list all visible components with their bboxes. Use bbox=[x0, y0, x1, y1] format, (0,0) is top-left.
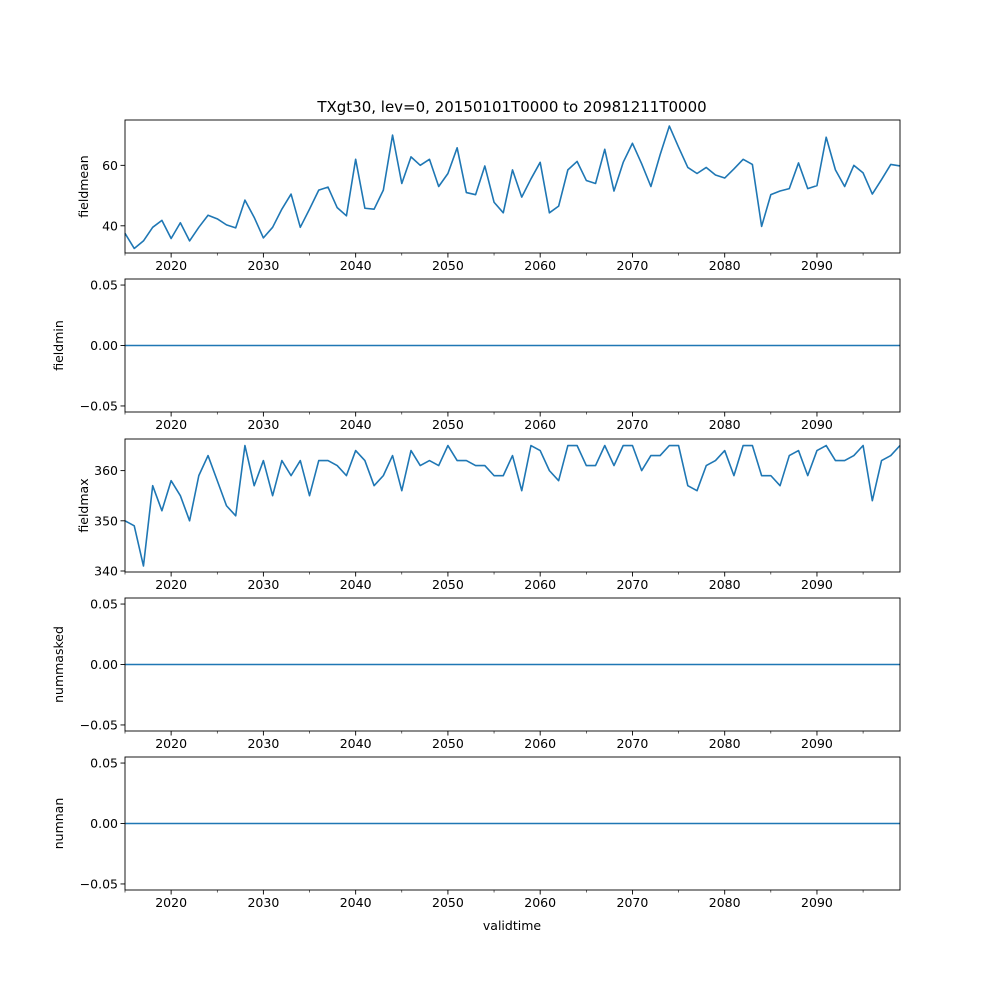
x-tick-label: 2080 bbox=[709, 895, 741, 910]
y-tick-label: 350 bbox=[94, 513, 118, 528]
x-tick-label: 2090 bbox=[801, 417, 833, 432]
series-line-fieldmean bbox=[124, 125, 901, 250]
panel-fieldmean: 2020 2030 2040 2050 2060 2070 2080 2090 40 60 fiel… bbox=[76, 119, 901, 273]
x-tick-label: 2050 bbox=[432, 577, 464, 592]
y-axis-label-fieldmin: fieldmin bbox=[51, 320, 66, 371]
y-tick-label: −0.05 bbox=[80, 717, 118, 732]
x-tick-label: 2060 bbox=[524, 417, 556, 432]
x-tick-label: 2070 bbox=[617, 895, 649, 910]
y-tick-label: 340 bbox=[94, 563, 118, 578]
x-tick-label: 2030 bbox=[247, 258, 279, 273]
x-tick-label: 2020 bbox=[155, 736, 187, 751]
x-tick-label: 2080 bbox=[709, 258, 741, 273]
axes-frame bbox=[124, 119, 901, 254]
y-tick-label: 0.00 bbox=[90, 338, 118, 353]
x-tick-label: 2030 bbox=[247, 577, 279, 592]
axes-frame bbox=[124, 438, 901, 573]
y-tick-label: 360 bbox=[94, 463, 118, 478]
y-axis-label-fieldmean: fieldmean bbox=[76, 155, 91, 217]
x-tick-label: 2050 bbox=[432, 417, 464, 432]
x-tick-label: 2040 bbox=[340, 736, 372, 751]
x-tick-label: 2070 bbox=[617, 736, 649, 751]
x-tick-label: 2030 bbox=[247, 736, 279, 751]
y-axis-label-fieldmax: fieldmax bbox=[76, 478, 91, 532]
x-tick-label: 2040 bbox=[340, 417, 372, 432]
x-tick-label: 2030 bbox=[247, 417, 279, 432]
x-tick-label: 2090 bbox=[801, 258, 833, 273]
x-tick-label: 2070 bbox=[617, 577, 649, 592]
x-tick-label: 2060 bbox=[524, 577, 556, 592]
x-tick-label: 2080 bbox=[709, 417, 741, 432]
y-tick-label: 0.05 bbox=[90, 597, 118, 612]
y-tick-label: −0.05 bbox=[80, 876, 118, 891]
panel-numnan: 2020 2030 2040 2050 2060 2070 2080 2090 −0.05 0.0… bbox=[51, 756, 901, 910]
series-line-fieldmax bbox=[124, 444, 901, 567]
y-tick-label: 0.00 bbox=[90, 816, 118, 831]
x-tick-label: 2080 bbox=[709, 577, 741, 592]
x-axis-label: validtime bbox=[483, 918, 541, 933]
y-tick-label: 0.05 bbox=[90, 756, 118, 771]
y-tick-label: 60 bbox=[102, 158, 118, 173]
panel-nummasked: 2020 2030 2040 2050 2060 2070 2080 2090 −0.05 0.0… bbox=[51, 597, 901, 751]
y-tick-label: 0.05 bbox=[90, 278, 118, 293]
y-tick-label: 40 bbox=[102, 218, 118, 233]
x-tick-label: 2090 bbox=[801, 736, 833, 751]
x-tick-label: 2040 bbox=[340, 895, 372, 910]
panel-fieldmax: 2020 2030 2040 2050 2060 2070 2080 2090 340 350 36… bbox=[76, 438, 901, 592]
x-tick-label: 2090 bbox=[801, 895, 833, 910]
x-tick-label: 2090 bbox=[801, 577, 833, 592]
x-tick-label: 2060 bbox=[524, 736, 556, 751]
x-tick-label: 2070 bbox=[617, 258, 649, 273]
y-axis-label-numnan: numnan bbox=[51, 798, 66, 850]
x-tick-label: 2070 bbox=[617, 417, 649, 432]
x-tick-label: 2040 bbox=[340, 258, 372, 273]
y-axis-label-nummasked: nummasked bbox=[51, 626, 66, 703]
figure-title: TXgt30, lev=0, 20150101T0000 to 20981211… bbox=[316, 98, 706, 116]
x-tick-label: 2060 bbox=[524, 895, 556, 910]
y-tick-label: 0.00 bbox=[90, 657, 118, 672]
panel-fieldmin: 2020 2030 2040 2050 2060 2070 2080 2090 −0.05 0.0… bbox=[51, 278, 901, 432]
x-tick-label: 2050 bbox=[432, 258, 464, 273]
x-tick-label: 2020 bbox=[155, 258, 187, 273]
x-tick-label: 2040 bbox=[340, 577, 372, 592]
x-tick-label: 2080 bbox=[709, 736, 741, 751]
x-tick-label: 2050 bbox=[432, 736, 464, 751]
x-tick-label: 2020 bbox=[155, 895, 187, 910]
x-tick-label: 2030 bbox=[247, 895, 279, 910]
x-tick-label: 2020 bbox=[155, 577, 187, 592]
y-tick-label: −0.05 bbox=[80, 398, 118, 413]
x-tick-label: 2020 bbox=[155, 417, 187, 432]
x-tick-label: 2060 bbox=[524, 258, 556, 273]
x-tick-label: 2050 bbox=[432, 895, 464, 910]
